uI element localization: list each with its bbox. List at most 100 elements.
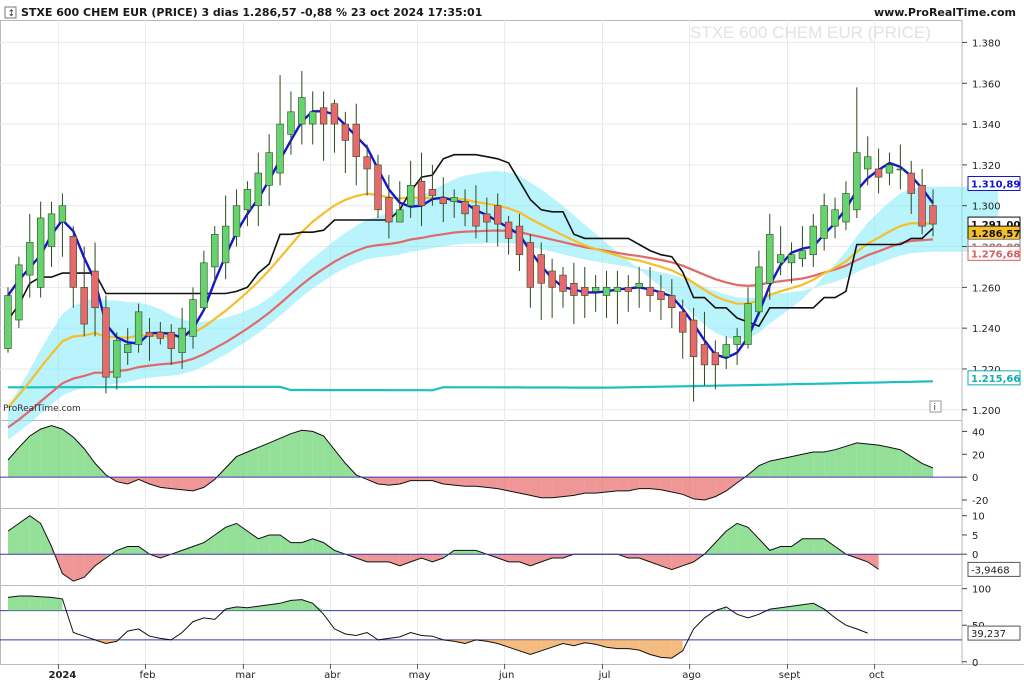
candle-body xyxy=(570,282,578,296)
osc-fill xyxy=(497,554,509,562)
candle xyxy=(722,336,730,369)
candle xyxy=(450,189,458,218)
candle-body xyxy=(167,331,175,349)
osc-fill xyxy=(171,477,183,490)
y-tick-label: 1.260 xyxy=(972,283,1001,294)
osc-fill xyxy=(193,542,204,555)
osc-fill xyxy=(845,442,857,478)
y-tick-label: 0 xyxy=(972,658,978,669)
candle xyxy=(864,136,872,186)
osc-fill xyxy=(8,447,19,478)
osc-fill xyxy=(301,430,313,478)
osc-fill xyxy=(769,458,781,478)
candle-body xyxy=(700,344,709,366)
osc-fill xyxy=(95,554,106,566)
osc-fill xyxy=(18,436,30,478)
osc-fill xyxy=(748,527,759,555)
band-fill xyxy=(606,639,618,649)
candle-body xyxy=(548,270,556,288)
candle xyxy=(298,71,306,145)
osc-fill xyxy=(465,477,476,487)
x-tick-label: sept xyxy=(779,670,801,681)
osc-fill xyxy=(867,554,879,570)
site-label: www.ProRealTime.com xyxy=(874,6,1016,19)
osc-fill xyxy=(497,477,509,491)
y-tick-label: 40 xyxy=(972,427,985,438)
candle xyxy=(341,111,350,174)
osc-fill xyxy=(290,542,302,555)
osc-fill xyxy=(584,477,596,494)
x-tick-label: 2024 xyxy=(48,670,76,681)
candle xyxy=(243,181,252,227)
osc-fill xyxy=(486,477,498,489)
candle xyxy=(755,250,763,316)
osc-fill xyxy=(334,449,346,478)
band-fill xyxy=(563,639,574,646)
osc-fill xyxy=(726,523,738,555)
osc-fill xyxy=(508,477,520,494)
candle xyxy=(776,226,785,276)
band-fill xyxy=(573,639,585,646)
candle xyxy=(287,91,295,155)
osc-fill xyxy=(269,438,281,478)
osc-fill xyxy=(312,431,324,478)
osc-fill xyxy=(236,452,248,478)
y-tick-label: 1.360 xyxy=(972,79,1001,90)
price-tag-label: 1.291,00 xyxy=(971,220,1020,231)
band-fill xyxy=(617,639,629,649)
candle-body xyxy=(298,97,306,125)
candle xyxy=(798,226,807,267)
band-fill xyxy=(802,603,814,611)
candle xyxy=(483,197,491,243)
candle xyxy=(635,266,643,308)
candle xyxy=(232,189,241,247)
osc-fill xyxy=(388,554,400,566)
candle-body xyxy=(679,311,687,333)
candle-body xyxy=(243,189,252,211)
osc-fill xyxy=(410,554,422,562)
osc-fill xyxy=(127,477,139,484)
osc-fill xyxy=(84,554,96,578)
osc-fill xyxy=(399,477,411,484)
osc-fill xyxy=(475,477,487,488)
band-fill xyxy=(508,639,520,651)
x-tick-label: mar xyxy=(235,670,256,681)
price-tag-box xyxy=(967,370,1021,386)
band-fill xyxy=(671,639,683,659)
info-icon[interactable]: i xyxy=(929,400,942,413)
oscillator-1 xyxy=(0,425,962,501)
candle xyxy=(124,328,132,365)
osc-value-box xyxy=(967,561,1021,577)
osc-fill xyxy=(454,477,466,487)
candle-body xyxy=(722,344,730,358)
candle xyxy=(918,168,926,235)
chart-watermark: STXE 600 CHEM EUR (PRICE) xyxy=(690,23,931,42)
osc-fill xyxy=(116,546,128,555)
osc-fill xyxy=(454,550,466,555)
candle-body xyxy=(200,262,208,309)
candle-body xyxy=(831,209,839,227)
candle xyxy=(885,152,894,186)
osc-fill xyxy=(802,452,814,478)
candle xyxy=(602,271,611,318)
osc-line xyxy=(7,425,934,501)
osc-fill xyxy=(867,444,879,478)
osc-fill xyxy=(639,477,651,489)
candle xyxy=(820,193,828,251)
candle-body xyxy=(461,201,469,215)
osc-fill xyxy=(367,554,378,562)
candle-body xyxy=(309,111,317,125)
osc-fill xyxy=(367,477,378,484)
osc-fill xyxy=(671,554,683,570)
candle xyxy=(831,197,839,239)
candle-body xyxy=(918,185,926,227)
candle-body xyxy=(156,331,165,339)
candle-body xyxy=(287,111,295,135)
candle-body xyxy=(483,213,491,223)
candle-body xyxy=(766,233,774,284)
candle xyxy=(461,189,469,227)
candle xyxy=(4,287,12,353)
osc-fill xyxy=(671,477,683,495)
osc-fill xyxy=(660,477,672,492)
candle xyxy=(526,234,535,308)
